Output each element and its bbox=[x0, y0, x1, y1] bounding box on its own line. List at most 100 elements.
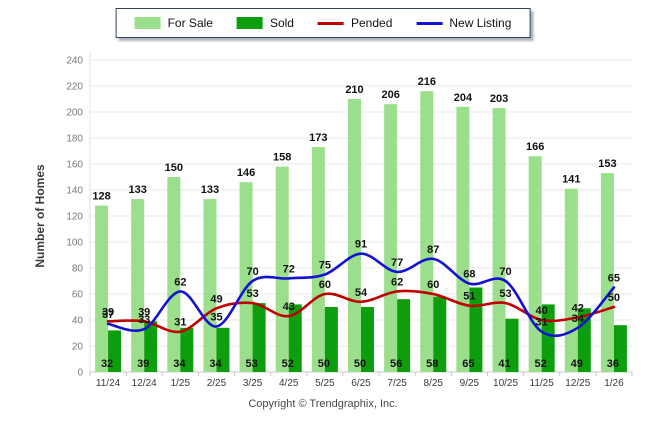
x-axis-label: 1/25 bbox=[171, 378, 191, 389]
value-label-for-sale: 150 bbox=[165, 162, 183, 174]
bar-for-sale bbox=[95, 205, 109, 372]
value-label-sold: 52 bbox=[535, 358, 547, 370]
x-axis-label: 12/24 bbox=[132, 378, 157, 389]
value-label-pended: 60 bbox=[319, 279, 331, 291]
value-label-for-sale: 153 bbox=[598, 158, 616, 170]
value-label-for-sale: 210 bbox=[345, 84, 363, 96]
x-axis-label: 8/25 bbox=[424, 378, 444, 389]
y-axis-tick-label: 160 bbox=[66, 160, 83, 171]
x-axis-label: 2/25 bbox=[207, 378, 227, 389]
value-label-new-listing: 68 bbox=[463, 269, 475, 281]
y-axis-tick-label: 220 bbox=[66, 82, 83, 93]
x-axis-label: 4/25 bbox=[279, 378, 299, 389]
value-label-pended: 53 bbox=[246, 288, 258, 300]
value-label-pended: 51 bbox=[463, 291, 475, 303]
value-label-sold: 52 bbox=[282, 358, 294, 370]
y-axis-tick-label: 200 bbox=[66, 108, 83, 119]
chart-legend: For Sale Sold Pended New Listing bbox=[115, 8, 531, 38]
new-listing-line-swatch-icon bbox=[416, 21, 443, 25]
value-label-new-listing: 33 bbox=[138, 314, 150, 326]
value-label-new-listing: 31 bbox=[536, 317, 548, 329]
x-axis-label: 7/25 bbox=[387, 378, 407, 389]
legend-item-for-sale: For Sale bbox=[134, 16, 213, 30]
y-axis-tick-label: 20 bbox=[72, 342, 84, 353]
y-axis-tick-label: 100 bbox=[66, 238, 83, 249]
y-axis-tick-label: 80 bbox=[72, 264, 84, 275]
for-sale-swatch-icon bbox=[134, 17, 161, 29]
value-label-pended: 31 bbox=[174, 317, 186, 329]
bar-sold bbox=[469, 287, 483, 372]
value-label-new-listing: 91 bbox=[355, 239, 367, 251]
value-label-sold: 34 bbox=[209, 358, 222, 370]
value-label-for-sale: 133 bbox=[129, 184, 147, 196]
value-label-pended: 42 bbox=[572, 302, 584, 314]
value-label-new-listing: 72 bbox=[283, 263, 295, 275]
y-axis-tick-label: 240 bbox=[66, 56, 83, 67]
value-label-sold: 50 bbox=[354, 358, 366, 370]
legend-label-for-sale: For Sale bbox=[167, 16, 213, 30]
value-label-sold: 32 bbox=[101, 358, 113, 370]
y-axis-tick-label: 0 bbox=[77, 368, 83, 379]
bar-sold bbox=[505, 318, 519, 372]
value-label-for-sale: 141 bbox=[562, 174, 580, 186]
x-axis-label: 1/26 bbox=[604, 378, 624, 389]
x-axis-label: 5/25 bbox=[315, 378, 335, 389]
value-label-new-listing: 70 bbox=[246, 266, 258, 278]
y-axis-tick-label: 180 bbox=[66, 134, 83, 145]
value-label-for-sale: 216 bbox=[418, 76, 436, 88]
copyright-text: Copyright © Trendgraphix, Inc. bbox=[248, 398, 398, 410]
bar-for-sale bbox=[167, 177, 181, 372]
value-label-sold: 53 bbox=[245, 358, 257, 370]
bar-sold bbox=[216, 327, 230, 372]
value-label-sold: 39 bbox=[137, 358, 149, 370]
bar-for-sale bbox=[600, 173, 614, 372]
value-label-pended: 39 bbox=[138, 306, 150, 318]
value-label-new-listing: 65 bbox=[608, 273, 620, 285]
value-label-new-listing: 75 bbox=[319, 260, 331, 272]
value-label-pended: 43 bbox=[283, 301, 295, 313]
bar-for-sale bbox=[311, 147, 325, 372]
value-label-sold: 34 bbox=[173, 358, 186, 370]
value-label-for-sale: 133 bbox=[201, 184, 219, 196]
x-axis-label: 11/25 bbox=[530, 378, 555, 389]
value-label-pended: 60 bbox=[427, 279, 439, 291]
value-label-new-listing: 62 bbox=[174, 276, 186, 288]
x-axis-label: 6/25 bbox=[351, 378, 371, 389]
bar-sold bbox=[433, 296, 447, 372]
legend-item-sold: Sold bbox=[236, 16, 294, 30]
y-axis-tick-label: 60 bbox=[72, 290, 84, 301]
value-label-sold: 50 bbox=[318, 358, 330, 370]
value-label-new-listing: 70 bbox=[499, 266, 511, 278]
value-label-sold: 49 bbox=[571, 358, 583, 370]
bar-sold bbox=[288, 304, 302, 372]
value-label-pended: 53 bbox=[499, 288, 511, 300]
bar-sold bbox=[361, 307, 374, 372]
x-axis-label: 10/25 bbox=[493, 378, 518, 389]
bar-for-sale bbox=[384, 104, 398, 372]
value-label-for-sale: 146 bbox=[237, 167, 255, 179]
value-label-new-listing: 34 bbox=[572, 313, 585, 325]
x-axis-label: 3/25 bbox=[243, 378, 263, 389]
legend-item-new-listing: New Listing bbox=[416, 16, 511, 30]
value-label-new-listing: 87 bbox=[427, 244, 439, 256]
y-axis-tick-label: 120 bbox=[66, 212, 83, 223]
y-axis-tick-label: 40 bbox=[72, 316, 84, 327]
legend-item-pended: Pended bbox=[317, 16, 392, 30]
value-label-for-sale: 166 bbox=[526, 141, 544, 153]
value-label-new-listing: 37 bbox=[102, 309, 114, 321]
x-axis-label: 11/24 bbox=[96, 378, 121, 389]
pended-line-swatch-icon bbox=[317, 21, 344, 25]
value-label-for-sale: 203 bbox=[490, 93, 508, 105]
value-label-for-sale: 173 bbox=[309, 132, 327, 144]
bar-for-sale bbox=[564, 188, 578, 372]
bar-for-sale bbox=[348, 99, 361, 372]
legend-label-new-listing: New Listing bbox=[449, 16, 512, 30]
value-label-for-sale: 158 bbox=[273, 152, 291, 164]
value-label-pended: 50 bbox=[608, 292, 620, 304]
x-axis-label: 12/25 bbox=[565, 378, 590, 389]
bar-for-sale bbox=[239, 182, 253, 372]
value-label-pended: 54 bbox=[355, 287, 368, 299]
legend-label-sold: Sold bbox=[269, 16, 294, 30]
value-label-for-sale: 204 bbox=[454, 92, 473, 104]
value-label-sold: 56 bbox=[390, 358, 402, 370]
